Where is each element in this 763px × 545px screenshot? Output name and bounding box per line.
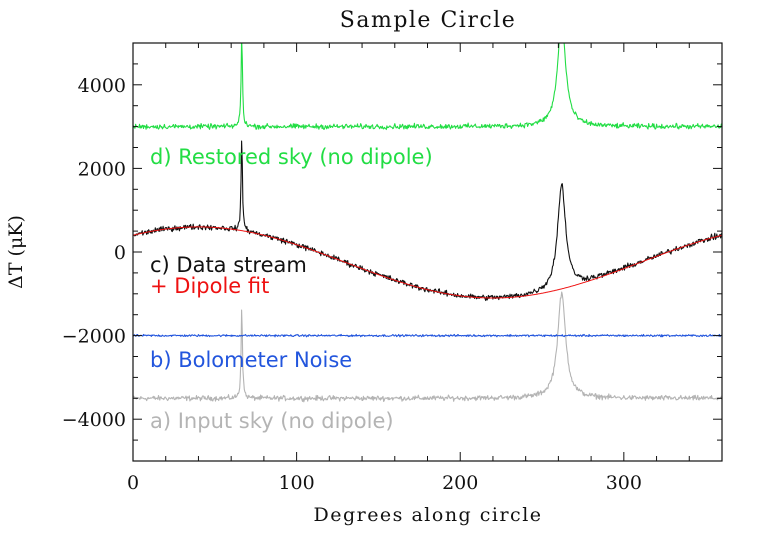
chart-title: Sample Circle [340, 8, 516, 33]
series-layer [133, 43, 722, 403]
annotation-data-stream: c) Data stream [150, 253, 307, 277]
x-tick-label: 300 [606, 472, 642, 494]
annotation-input-sky: a) Input sky (no dipole) [150, 409, 394, 433]
annotation-restored-sky: d) Restored sky (no dipole) [150, 145, 433, 169]
x-tick-label: 100 [278, 472, 314, 494]
series-line-data [133, 140, 722, 302]
x-ticks: 0 100 200 300 [127, 43, 723, 494]
series-line-dipole [133, 226, 722, 299]
annotation-bolometer-noise: b) Bolometer Noise [150, 348, 352, 372]
y-tick-label: −4000 [62, 409, 126, 431]
x-tick-label: 0 [127, 472, 139, 494]
y-tick-label: 2000 [78, 158, 126, 180]
y-axis-label: ΔT (μK) [5, 215, 27, 289]
y-ticks: −4000 −2000 0 2000 4000 [62, 42, 722, 462]
series-line-noise [133, 333, 722, 338]
y-tick-label: 0 [114, 242, 126, 264]
annotation-dipole-fit: + Dipole fit [150, 274, 269, 298]
series-line-input [133, 291, 722, 403]
x-tick-label: 200 [442, 472, 478, 494]
y-tick-label: −2000 [62, 326, 126, 348]
series-line-restored [133, 43, 722, 131]
x-axis-label: Degrees along circle [313, 504, 542, 526]
y-tick-label: 4000 [78, 75, 126, 97]
